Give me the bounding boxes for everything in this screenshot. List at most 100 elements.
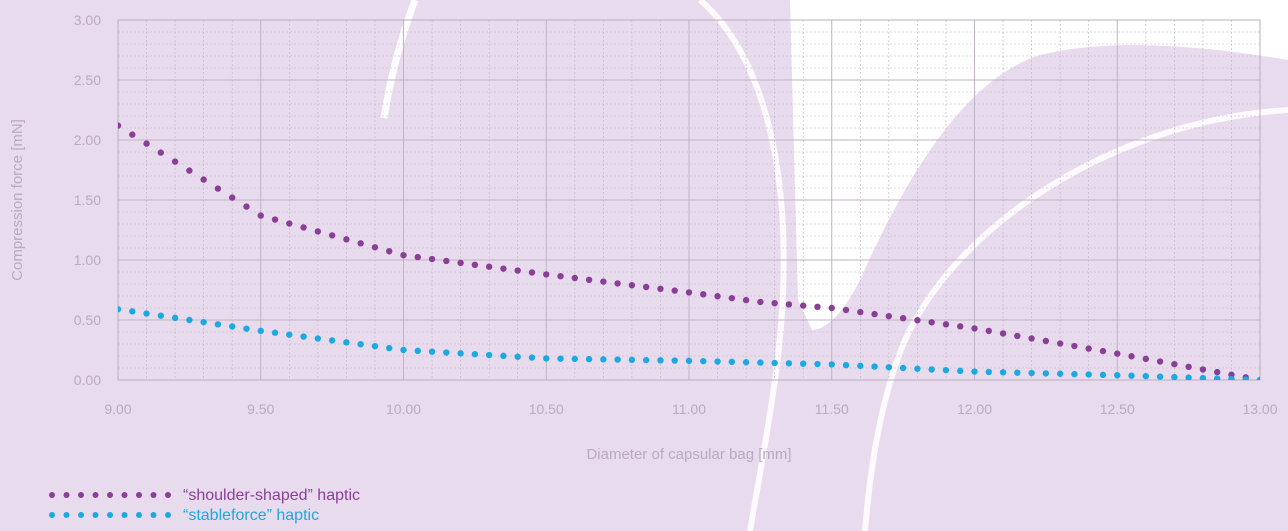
data-point (300, 224, 307, 231)
data-point (828, 304, 835, 312)
data-point (700, 291, 707, 298)
data-point (600, 356, 607, 363)
data-point (742, 296, 750, 304)
data-point (1142, 372, 1150, 380)
data-point (157, 312, 165, 319)
legend-marker (165, 492, 171, 498)
legend-marker (136, 512, 142, 518)
data-point (814, 360, 821, 368)
data-point (343, 236, 350, 243)
data-point (314, 335, 322, 342)
data-point (428, 348, 436, 355)
data-point (728, 294, 736, 302)
x-tick-label: 11.50 (815, 401, 849, 417)
data-point (999, 330, 1007, 337)
data-point (1042, 337, 1050, 345)
data-point (1185, 374, 1192, 380)
data-point (685, 289, 693, 296)
data-point (614, 356, 621, 363)
data-point (357, 341, 364, 348)
data-point (585, 276, 593, 283)
x-tick-label: 10.00 (386, 401, 421, 417)
data-point (485, 263, 493, 270)
x-tick-label: 9.50 (247, 401, 274, 417)
x-tick-label: 12.50 (1100, 401, 1135, 417)
data-point (657, 285, 664, 292)
data-point (942, 321, 950, 328)
data-point (814, 303, 821, 310)
x-tick-labels: 9.00 9.50 10.00 10.50 11.00 11.50 12.00 12.50 13… (104, 401, 1277, 417)
legend-marker (92, 492, 99, 498)
data-point (571, 274, 578, 282)
data-point (1071, 370, 1078, 378)
decor-arc-3 (862, 107, 1288, 531)
legend-marker (63, 492, 70, 498)
data-point (1171, 360, 1178, 368)
x-tick-label: 10.50 (529, 401, 564, 417)
data-point (899, 315, 907, 322)
decor-arc-1 (380, 0, 419, 119)
data-point (585, 355, 593, 363)
data-point (443, 349, 450, 356)
data-point (1099, 371, 1107, 379)
data-point (828, 361, 835, 368)
data-point (657, 357, 664, 364)
x-tick-label: 13.00 (1242, 401, 1277, 417)
data-point (614, 280, 621, 287)
legend-marker (150, 512, 157, 518)
data-point (942, 366, 950, 374)
data-point (600, 278, 607, 285)
data-point (200, 176, 207, 183)
data-point (971, 368, 978, 375)
data-point (485, 351, 493, 359)
data-point (328, 232, 336, 239)
data-point (1142, 355, 1150, 363)
data-point (685, 357, 693, 364)
data-point (1114, 372, 1121, 379)
plot-grid (117, 19, 1261, 381)
data-point (386, 248, 393, 255)
data-point (899, 364, 907, 372)
data-point (300, 333, 307, 340)
data-point (400, 346, 407, 354)
data-point (728, 358, 736, 366)
data-point (842, 306, 850, 314)
data-point (257, 212, 264, 219)
data-point (1156, 358, 1164, 365)
data-point (742, 359, 750, 366)
data-point (1242, 376, 1249, 380)
data-point (1028, 335, 1035, 342)
data-point (628, 282, 636, 289)
y-tick-label: 2.00 (74, 132, 101, 148)
background-decoration (380, 0, 1288, 531)
data-point (1171, 373, 1178, 380)
legend-marker (92, 512, 99, 518)
data-point (1128, 353, 1135, 360)
data-point (1071, 342, 1078, 350)
data-point (314, 228, 322, 235)
data-point (885, 364, 893, 371)
data-point (671, 357, 678, 364)
data-point (928, 366, 935, 373)
legend-item: “shoulder-shaped” haptic (49, 487, 360, 504)
legend-label: “stableforce” haptic (183, 507, 319, 524)
data-point (1213, 368, 1221, 376)
data-point (628, 356, 636, 364)
y-tick-label: 1.00 (74, 252, 101, 268)
data-point (785, 360, 793, 367)
data-point (771, 359, 778, 367)
legend-marker (63, 512, 70, 518)
data-point (871, 310, 878, 318)
data-point (500, 352, 507, 360)
data-point (714, 358, 721, 365)
plot-frame (117, 19, 1261, 381)
data-point (257, 327, 264, 334)
data-point (914, 317, 921, 324)
legend-marker (78, 492, 84, 498)
series-stableforce (118, 306, 1260, 380)
data-point (143, 310, 150, 317)
data-point (1056, 340, 1064, 347)
data-point (871, 363, 878, 370)
data-point (1114, 350, 1121, 357)
